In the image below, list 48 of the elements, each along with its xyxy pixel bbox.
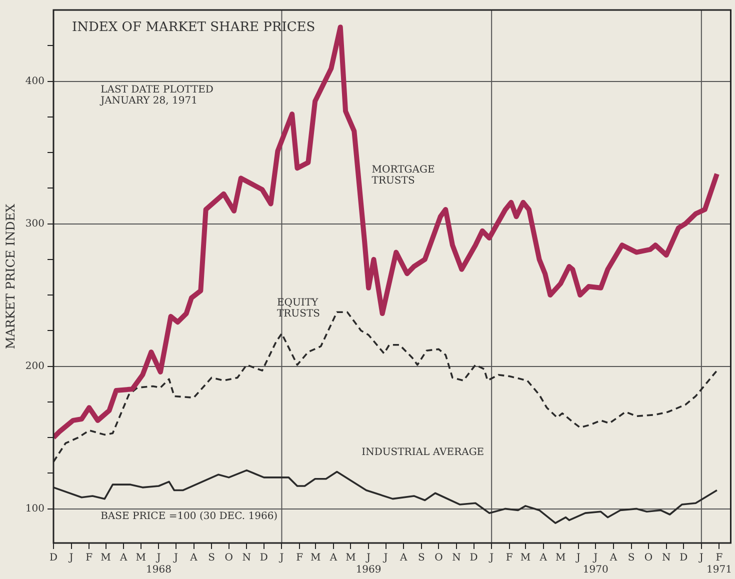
x-tick-label: M [310,552,321,564]
x-tick-label: A [328,552,338,564]
x-tick-label: S [418,552,426,564]
y-tick-label: 200 [25,360,44,372]
x-tick-label: M [100,552,111,564]
x-tick-label: M [136,552,146,564]
x-tick-label: M [555,552,566,564]
x-tick-label: J [278,552,284,564]
annotation: LAST DATE PLOTTED JANUARY 28, 1971 [100,84,214,107]
x-tick-label: J [382,552,388,564]
x-tick-label: J [172,552,178,564]
x-tick-label: F [506,552,513,564]
x-tick-label: A [608,552,618,564]
x-tick-label: D [49,552,58,564]
x-tick-label: F [86,552,93,564]
x-tick-label: J [575,552,580,564]
x-tick-label: F 1971 [706,552,732,576]
y-tick-label: 300 [25,218,44,230]
x-tick-label: A [119,552,128,564]
x-tick-label: J 1970 [582,552,608,576]
x-tick-label: N [242,552,252,564]
x-tick-label: O [644,552,653,564]
x-tick-label: O [434,552,443,564]
x-tick-label: J [488,552,494,564]
x-tick-label: J 1969 [356,552,382,576]
x-tick-label: A [538,552,548,564]
series-label: MORTGAGE TRUSTS [372,164,435,186]
x-tick-label: S [628,552,635,564]
y-tick-label: 100 [25,503,44,514]
y-axis-title: MARKET PRICE INDEX [3,203,18,350]
x-tick-label: M [346,552,356,564]
x-tick-label: D [470,552,478,564]
x-tick-label: A [398,552,408,564]
annotation: BASE PRICE =100 (30 DEC. 1966) [100,510,278,522]
x-tick-label: N [662,552,671,564]
x-tick-label: A [189,552,198,564]
x-tick-label: M [520,552,531,564]
y-tick-label: 400 [25,76,44,87]
x-tick-label: J [68,552,74,564]
text: INDUSTRIAL AVERAGE [362,446,484,458]
x-tick-label: D [680,552,688,564]
x-tick-label: O [224,552,233,564]
x-tick-label: N [452,552,462,564]
x-tick-label: J [698,552,704,564]
x-tick-label: D [260,552,268,564]
x-tick-label: J 1968 [146,552,172,576]
x-tick-label: S [208,552,216,564]
x-tick-label: F [296,552,304,564]
